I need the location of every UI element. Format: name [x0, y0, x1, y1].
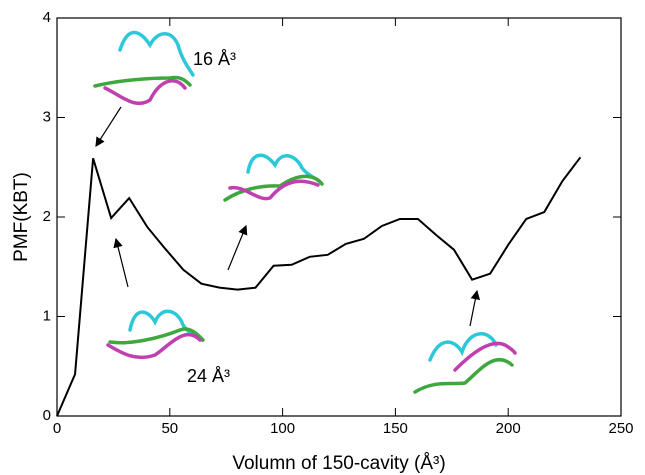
- arrow: [469, 289, 481, 327]
- arrow: [95, 106, 122, 148]
- protein-16: [93, 30, 195, 106]
- annotation: 24 Å³: [187, 366, 230, 386]
- x-axis-label: Volumn of 150-cavity (Å³): [232, 453, 445, 474]
- y-tick-label: 3: [43, 108, 51, 125]
- protein-184: [413, 332, 517, 394]
- x-tick-label: 250: [608, 420, 633, 437]
- arrow: [227, 224, 248, 271]
- y-tick-label: 4: [43, 9, 51, 26]
- arrow: [113, 237, 129, 288]
- x-tick-label: 100: [270, 420, 295, 437]
- structure-icons: [93, 30, 517, 394]
- x-tick-label: 150: [383, 420, 408, 437]
- y-tick-label: 0: [43, 407, 51, 424]
- protein-24: [106, 309, 205, 360]
- y-tick-label: 1: [43, 307, 51, 324]
- protein-mid: [223, 153, 324, 202]
- x-tick-label: 50: [161, 420, 178, 437]
- y-tick-label: 2: [43, 208, 51, 225]
- line: [56, 156, 582, 417]
- y-axis-label: PMF(KBT): [11, 172, 32, 262]
- x-tick-label: 200: [496, 420, 521, 437]
- x-tick-label: 0: [53, 420, 61, 437]
- annotation: 16 Å³: [193, 49, 236, 69]
